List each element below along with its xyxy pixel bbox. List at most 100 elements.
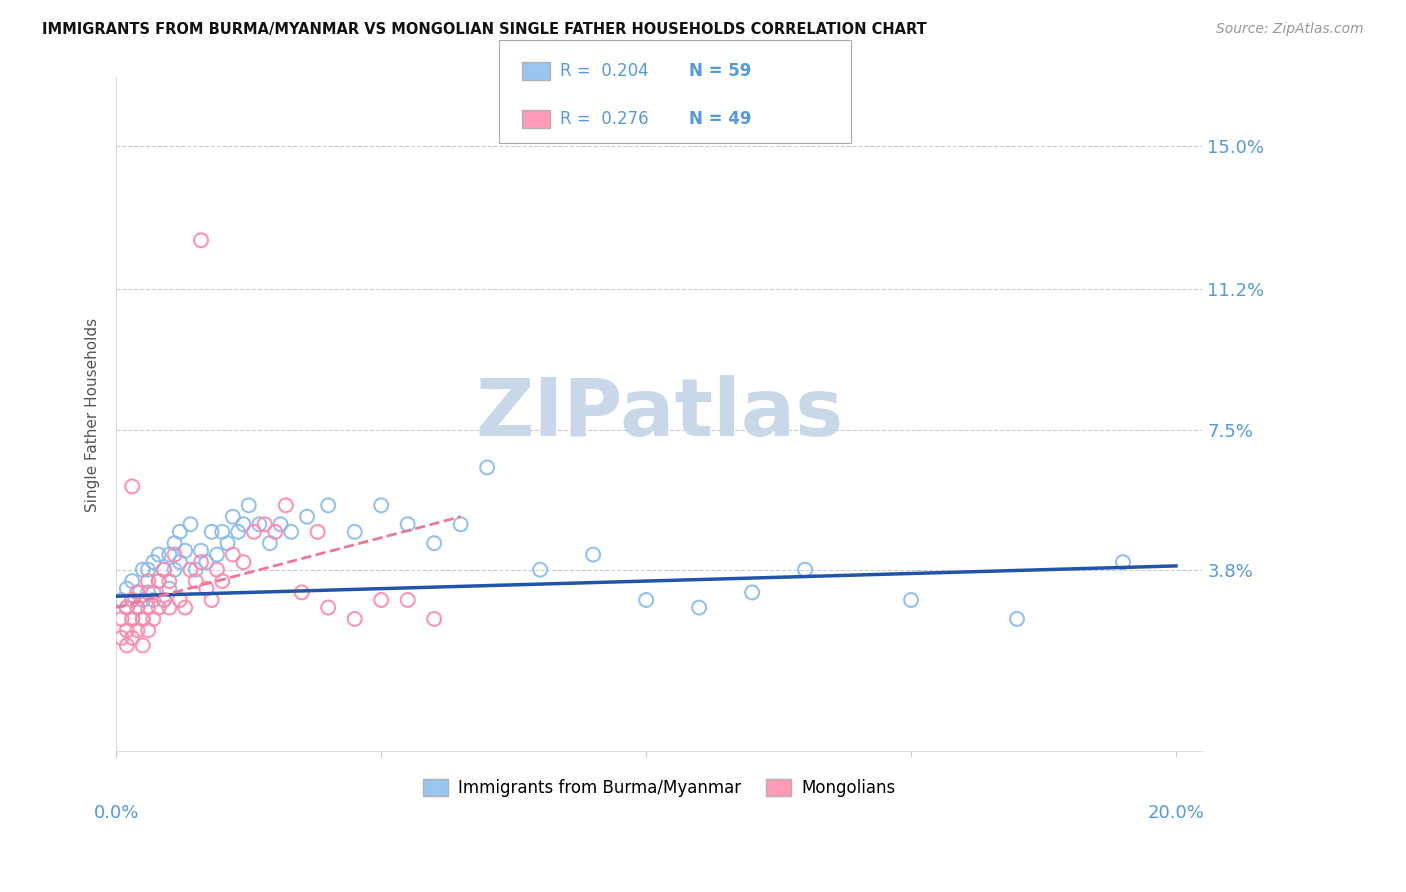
Text: 20.0%: 20.0% — [1147, 805, 1205, 822]
Point — [396, 517, 419, 532]
Point — [115, 582, 138, 596]
Point — [142, 585, 165, 599]
Point — [153, 563, 176, 577]
Point — [232, 555, 254, 569]
Point — [169, 593, 191, 607]
Point — [115, 600, 138, 615]
Point — [900, 593, 922, 607]
Point — [295, 509, 318, 524]
Point — [127, 585, 149, 599]
Point — [153, 563, 176, 577]
Point — [127, 600, 149, 615]
Point — [169, 555, 191, 569]
Y-axis label: Single Father Households: Single Father Households — [86, 318, 100, 511]
Point — [115, 600, 138, 615]
Point — [136, 624, 159, 638]
Point — [174, 600, 197, 615]
Legend: Immigrants from Burma/Myanmar, Mongolians: Immigrants from Burma/Myanmar, Mongolian… — [416, 772, 903, 804]
Point — [316, 600, 339, 615]
Point — [1112, 555, 1135, 569]
Point — [127, 624, 149, 638]
Point — [582, 548, 605, 562]
Point — [153, 593, 176, 607]
Point — [132, 639, 155, 653]
Point — [232, 517, 254, 532]
Point — [226, 524, 249, 539]
Text: R =  0.276: R = 0.276 — [560, 110, 648, 128]
Point — [184, 563, 207, 577]
Point — [115, 624, 138, 638]
Point — [163, 563, 186, 577]
Point — [121, 612, 143, 626]
Point — [153, 593, 176, 607]
Point — [688, 600, 710, 615]
Point — [184, 574, 207, 588]
Point — [148, 574, 170, 588]
Point — [794, 563, 817, 577]
Point — [142, 555, 165, 569]
Point — [423, 536, 446, 550]
Point — [247, 517, 270, 532]
Point — [370, 499, 392, 513]
Point — [132, 593, 155, 607]
Point — [211, 524, 233, 539]
Point — [211, 574, 233, 588]
Point — [195, 582, 218, 596]
Point — [121, 593, 143, 607]
Point — [270, 517, 292, 532]
Point — [179, 563, 201, 577]
Point — [636, 593, 658, 607]
Point — [291, 585, 314, 599]
Text: 0.0%: 0.0% — [94, 805, 139, 822]
Point — [121, 574, 143, 588]
Text: IMMIGRANTS FROM BURMA/MYANMAR VS MONGOLIAN SINGLE FATHER HOUSEHOLDS CORRELATION : IMMIGRANTS FROM BURMA/MYANMAR VS MONGOLI… — [42, 22, 927, 37]
Point — [307, 524, 329, 539]
Point — [222, 509, 245, 524]
Text: Source: ZipAtlas.com: Source: ZipAtlas.com — [1216, 22, 1364, 37]
Point — [475, 460, 498, 475]
Point — [132, 612, 155, 626]
Text: ZIPatlas: ZIPatlas — [475, 376, 844, 453]
Point — [1005, 612, 1028, 626]
Point — [259, 536, 281, 550]
Point — [423, 612, 446, 626]
Point — [121, 612, 143, 626]
Point — [110, 593, 132, 607]
Point — [157, 582, 180, 596]
Point — [274, 499, 297, 513]
Point — [110, 631, 132, 645]
Point — [529, 563, 551, 577]
Point — [343, 524, 366, 539]
Point — [148, 574, 170, 588]
Point — [132, 563, 155, 577]
Point — [136, 600, 159, 615]
Point — [110, 612, 132, 626]
Point — [370, 593, 392, 607]
Point — [243, 524, 266, 539]
Point — [136, 563, 159, 577]
Text: N = 59: N = 59 — [689, 62, 751, 80]
Point — [142, 612, 165, 626]
Text: N = 49: N = 49 — [689, 110, 751, 128]
Point — [205, 548, 228, 562]
Point — [238, 499, 260, 513]
Text: R =  0.204: R = 0.204 — [560, 62, 648, 80]
Point — [142, 593, 165, 607]
Point — [201, 524, 224, 539]
Point — [174, 543, 197, 558]
Point — [169, 524, 191, 539]
Point — [157, 548, 180, 562]
Point — [121, 631, 143, 645]
Point — [136, 574, 159, 588]
Point — [157, 574, 180, 588]
Point — [280, 524, 302, 539]
Point — [157, 600, 180, 615]
Point — [127, 600, 149, 615]
Point — [163, 548, 186, 562]
Point — [127, 585, 149, 599]
Point — [121, 479, 143, 493]
Point — [190, 543, 212, 558]
Point — [136, 585, 159, 599]
Point — [201, 593, 224, 607]
Point — [148, 600, 170, 615]
